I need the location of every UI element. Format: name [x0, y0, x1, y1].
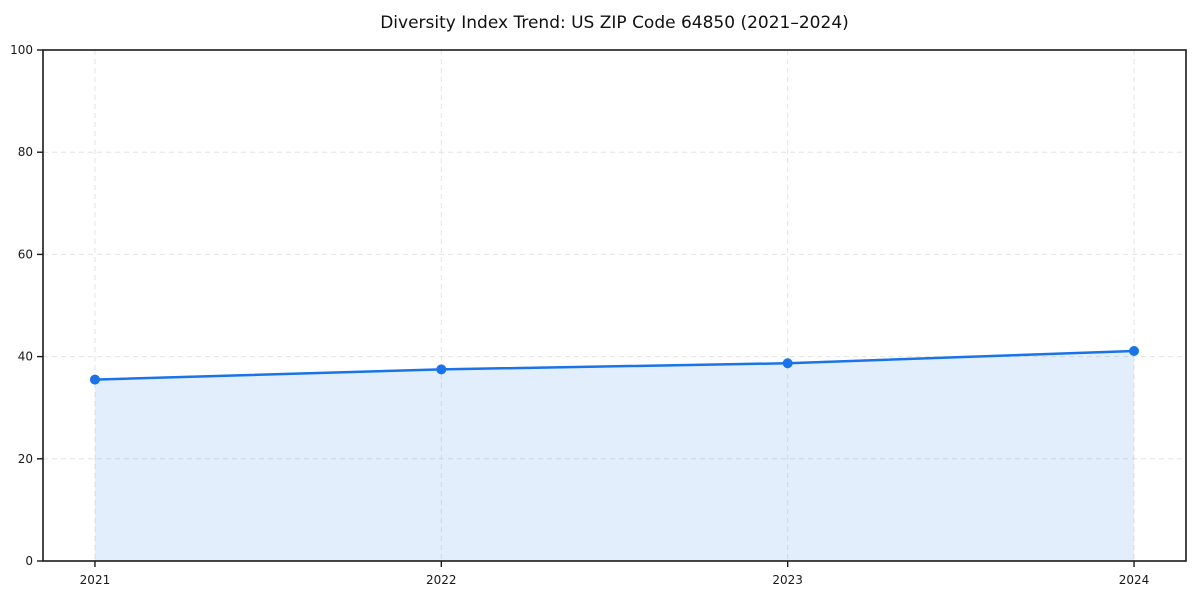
data-point-2024 [1129, 345, 1140, 356]
trend-line [93, 349, 1136, 381]
x-tick-label: 2021 [80, 573, 111, 587]
y-tick-label: 80 [18, 145, 33, 159]
data-point-2022 [436, 364, 447, 375]
x-tick-label: 2023 [772, 573, 803, 587]
x-tick-label: 2024 [1119, 573, 1150, 587]
data-point-2023 [782, 358, 793, 369]
y-tick-label: 0 [25, 554, 33, 568]
data-point-2021 [89, 374, 100, 385]
y-tick-label: 40 [18, 350, 33, 364]
area-fill [94, 350, 1135, 561]
plot-border [42, 49, 1187, 562]
y-tick-label: 100 [10, 43, 33, 57]
chart-title: Diversity Index Trend: US ZIP Code 64850… [380, 13, 849, 33]
x-tick-label: 2022 [426, 573, 457, 587]
y-tick-label: 60 [18, 247, 33, 261]
y-tick-label: 20 [18, 452, 33, 466]
